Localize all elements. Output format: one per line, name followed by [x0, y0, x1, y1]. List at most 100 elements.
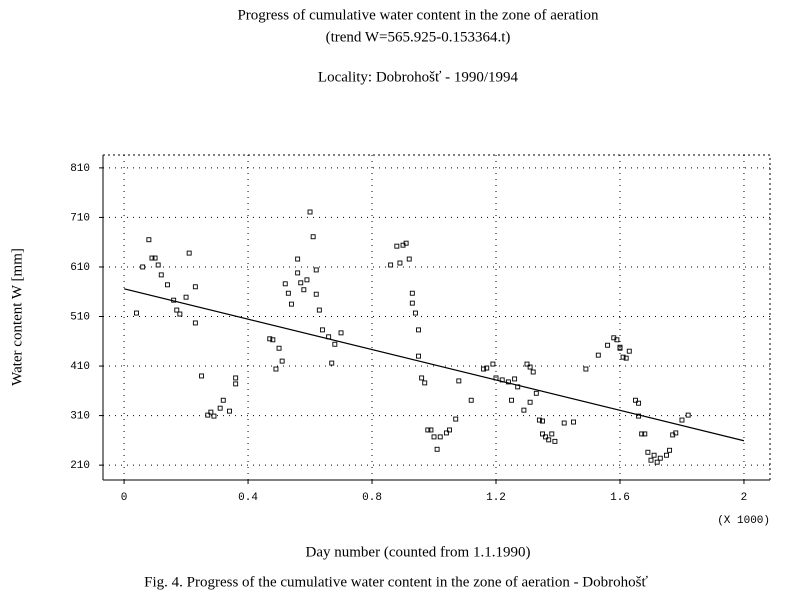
point	[149, 255, 155, 261]
point	[412, 310, 418, 316]
point	[536, 417, 542, 423]
point	[406, 256, 412, 262]
plot-frame	[102, 154, 771, 481]
point	[313, 267, 319, 273]
point	[583, 366, 589, 372]
point	[298, 280, 304, 286]
point	[397, 260, 403, 266]
point	[174, 307, 180, 313]
point	[388, 262, 394, 268]
point	[140, 264, 146, 270]
point	[623, 355, 629, 361]
point	[227, 408, 232, 414]
point	[416, 327, 421, 333]
point	[233, 375, 239, 381]
point	[270, 337, 276, 343]
point	[285, 290, 291, 296]
x-tick-label: 2	[741, 492, 748, 504]
point	[329, 360, 335, 366]
point	[645, 449, 651, 455]
point	[484, 365, 490, 371]
x-tick-label: 1.6	[610, 492, 630, 504]
point	[664, 452, 669, 458]
point	[273, 366, 279, 372]
point	[549, 431, 555, 437]
y-tick-label: 410	[70, 361, 90, 373]
point	[319, 327, 325, 333]
point	[394, 243, 400, 249]
point	[636, 400, 642, 406]
point	[233, 381, 239, 387]
point	[546, 437, 552, 443]
caption: Fig. 4. Progress of the cumulative water…	[144, 574, 648, 590]
point	[527, 399, 533, 405]
y-tick-label: 710	[70, 212, 90, 224]
point	[199, 373, 205, 379]
point	[152, 255, 158, 261]
chart-subtitle: (trend W=565.925-0.153364.t)	[326, 29, 511, 45]
point	[657, 455, 663, 461]
point	[540, 431, 545, 437]
point	[313, 291, 319, 297]
point	[205, 412, 211, 418]
point	[403, 240, 409, 246]
point	[667, 447, 673, 453]
y-tick-label: 610	[70, 262, 90, 274]
point	[307, 209, 313, 215]
point	[561, 420, 567, 426]
point	[192, 320, 198, 326]
point	[177, 311, 183, 317]
point	[316, 307, 322, 313]
x-axis-label: Day number (counted from 1.1.1990)	[306, 544, 531, 560]
x-tick-label: 0.8	[362, 492, 382, 504]
point	[453, 416, 459, 422]
y-axis-label: Water content W [mm]	[9, 248, 25, 386]
point	[447, 427, 452, 433]
point	[146, 237, 152, 243]
point	[636, 413, 642, 419]
y-tick-label: 210	[70, 460, 90, 472]
point	[425, 427, 431, 433]
point	[431, 434, 437, 440]
point	[481, 366, 487, 372]
point	[134, 310, 139, 316]
point	[310, 234, 316, 240]
point	[617, 344, 623, 350]
point	[282, 281, 288, 287]
point	[673, 430, 679, 436]
trend-line	[123, 288, 745, 442]
point	[679, 417, 685, 423]
point	[614, 337, 620, 343]
point	[332, 341, 338, 347]
point	[416, 353, 421, 359]
point	[267, 336, 273, 342]
point	[301, 287, 307, 293]
point	[304, 277, 310, 283]
point	[279, 358, 285, 364]
y-tick-label: 510	[70, 311, 90, 323]
point	[527, 364, 533, 370]
point	[220, 397, 226, 403]
point	[208, 409, 214, 415]
point	[524, 361, 530, 367]
point	[595, 352, 601, 358]
point	[633, 397, 638, 403]
x-multiplier: (X 1000)	[717, 515, 770, 527]
point	[443, 430, 449, 436]
point	[620, 354, 626, 360]
point	[409, 300, 415, 306]
point	[626, 348, 632, 354]
x-tick-label: 1.2	[486, 492, 506, 504]
point	[211, 413, 217, 419]
point	[183, 294, 189, 300]
point	[642, 431, 648, 437]
point	[571, 419, 576, 425]
point	[648, 457, 654, 463]
point	[155, 262, 161, 268]
point	[419, 375, 425, 381]
point	[509, 397, 514, 403]
point	[605, 342, 611, 348]
point	[490, 361, 496, 367]
point	[192, 284, 198, 290]
